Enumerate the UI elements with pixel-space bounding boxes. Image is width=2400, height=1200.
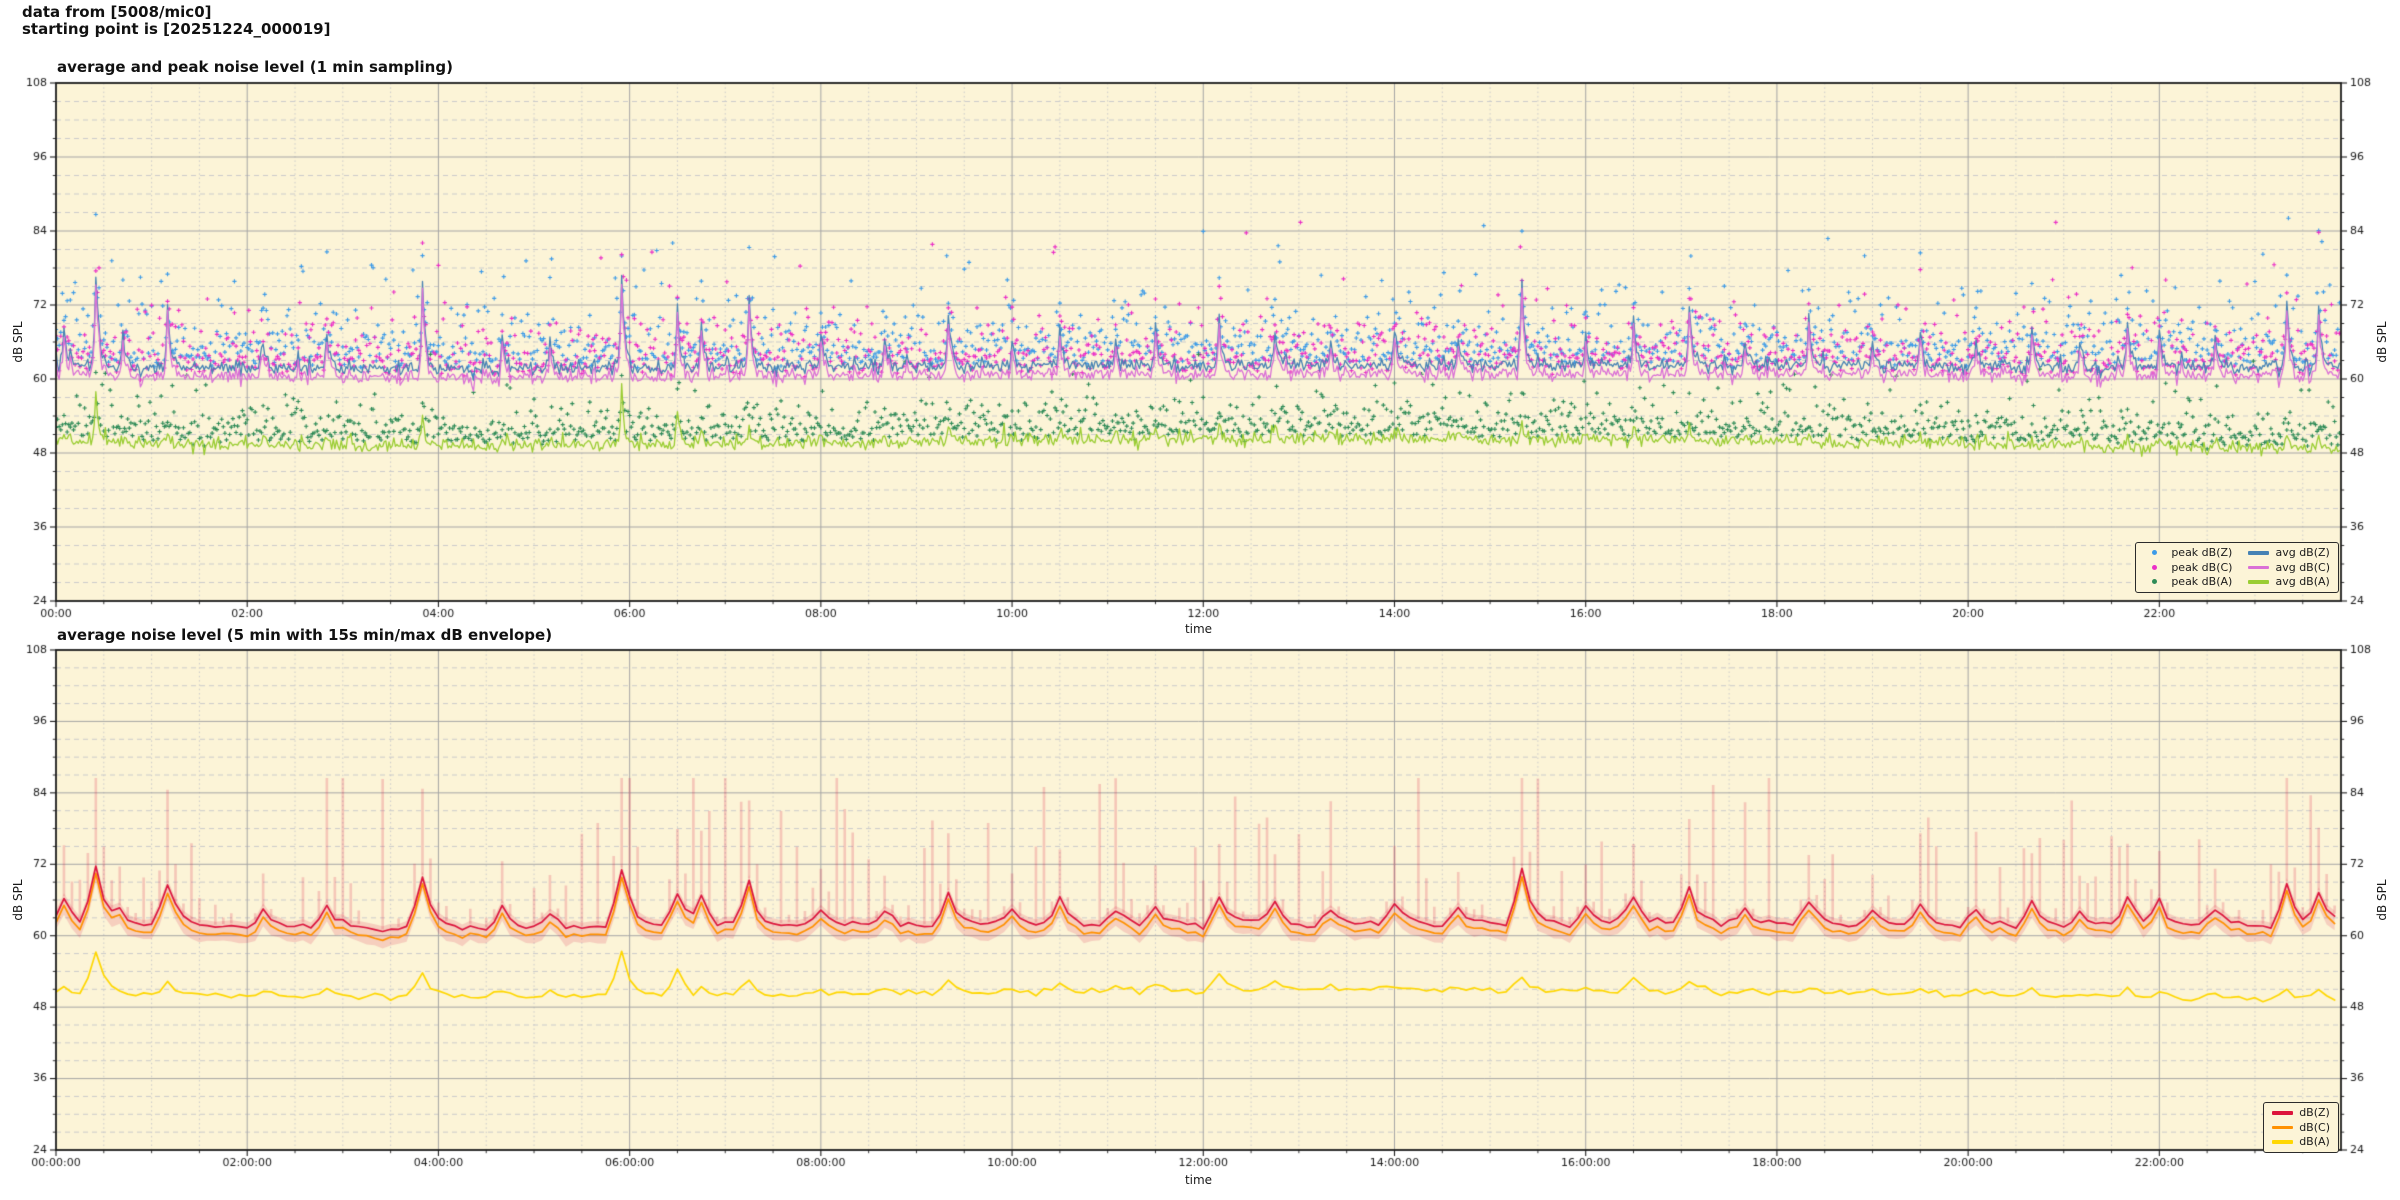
legend-label: peak dB(C) <box>2171 560 2233 574</box>
legend-label: avg dB(Z) <box>2275 546 2330 559</box>
figure-header: data from [5008/mic0] starting point is … <box>22 4 330 38</box>
legend-label: dB(C) <box>2299 1120 2330 1134</box>
top-chart-legend: peak dB(Z) peak dB(C) peak dB(A) avg dB(Z) a… <box>2135 542 2339 593</box>
legend-line-marker-icon <box>2248 551 2270 555</box>
bottom-chart-title: average noise level (5 min with 15s min/… <box>57 626 553 644</box>
legend-entry: peak dB(C) <box>2144 561 2232 575</box>
bottom-chart-legend: dB(Z) dB(C) dB(A) <box>2263 1102 2339 1153</box>
legend-entry: avg dB(A) <box>2248 575 2330 589</box>
top-chart-xlabel: time <box>1184 622 1213 636</box>
legend-line-marker-icon <box>2248 565 2270 569</box>
legend-entry: dB(Z) <box>2272 1106 2330 1120</box>
legend-dot-marker-icon <box>2152 579 2158 585</box>
header-start-line: starting point is [20251224_000019] <box>22 20 331 38</box>
top-chart-ylabel-left: dB SPL <box>11 321 25 363</box>
bottom-chart-xlabel: time <box>1184 1173 1213 1187</box>
legend-label: avg dB(A) <box>2275 575 2330 588</box>
legend-line-marker-icon <box>2272 1140 2294 1144</box>
legend-label: peak dB(A) <box>2171 575 2233 588</box>
legend-entry: peak dB(A) <box>2144 575 2232 589</box>
legend-label: dB(A) <box>2299 1135 2330 1148</box>
legend-entry: avg dB(C) <box>2248 561 2330 575</box>
bottom-chart-ylabel-left: dB SPL <box>11 879 25 921</box>
header-source-line: data from [5008/mic0] <box>22 3 212 21</box>
legend-line-marker-icon <box>2272 1125 2294 1129</box>
legend-dot-marker-icon <box>2152 564 2158 570</box>
legend-entry: peak dB(Z) <box>2144 546 2232 560</box>
legend-line-marker-icon <box>2272 1111 2294 1115</box>
legend-entry: avg dB(Z) <box>2248 546 2330 560</box>
legend-entry: dB(C) <box>2272 1121 2330 1135</box>
bottom-chart-ylabel-right: dB SPL <box>2375 879 2389 921</box>
top-chart-ylabel-right: dB SPL <box>2375 321 2389 363</box>
legend-entry: dB(A) <box>2272 1135 2330 1149</box>
legend-line-marker-icon <box>2248 580 2270 584</box>
legend-label: dB(Z) <box>2299 1106 2330 1119</box>
legend-dot-marker-icon <box>2152 550 2158 556</box>
legend-label: peak dB(Z) <box>2171 546 2233 559</box>
legend-label: avg dB(C) <box>2275 560 2330 574</box>
top-chart-title: average and peak noise level (1 min samp… <box>57 58 453 76</box>
